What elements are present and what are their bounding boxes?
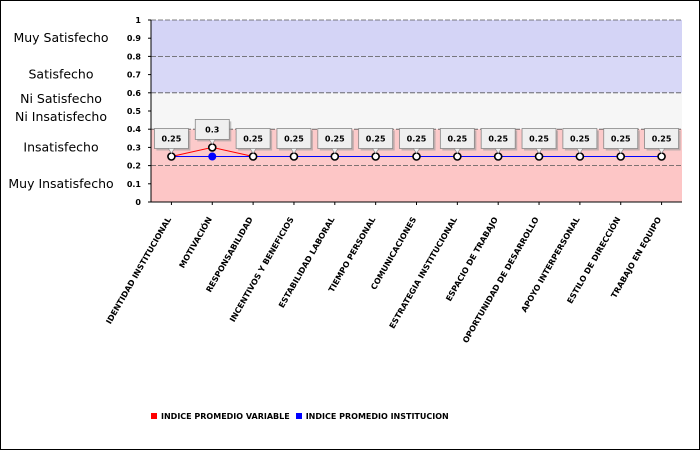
- data-label-12: 0.25: [652, 135, 672, 144]
- data-label-2: 0.25: [243, 135, 263, 144]
- data-label-pointer-8: [494, 148, 502, 155]
- data-label-pointer-10: [576, 148, 584, 155]
- x-tick-label-9: OPORTUNIDAD DE DESARROLLO: [461, 215, 541, 344]
- data-label-5: 0.25: [366, 135, 386, 144]
- band-label-3: Insatisfecho: [23, 139, 98, 154]
- y-tick-label-7: 0.7: [127, 71, 141, 80]
- data-label-10: 0.25: [570, 135, 590, 144]
- y-tick-label-6: 0.6: [127, 89, 142, 98]
- x-tick-label-7: ESTRATEGIA INSTITUCIONAL: [388, 216, 459, 331]
- legend-swatch-institucion: [295, 413, 302, 419]
- data-label-pointer-9: [535, 148, 543, 155]
- band-1: [151, 56, 682, 93]
- data-label-0: 0.25: [162, 135, 182, 144]
- y-tick-label-0: 0: [135, 198, 141, 207]
- data-label-pointer-4: [331, 148, 339, 155]
- band-label-1: Satisfecho: [28, 67, 93, 82]
- band-label-2-b: Ni Insatisfecho: [15, 109, 107, 124]
- x-tick-label-2: RESPONSABILIDAD: [204, 215, 255, 294]
- data-label-pointer-0: [167, 148, 175, 155]
- legend-item-variable: INDICE PROMEDIO VARIABLE: [151, 412, 290, 421]
- y-tick-label-2: 0.2: [127, 162, 141, 171]
- data-label-pointer-11: [617, 148, 625, 155]
- band-2: [151, 92, 682, 130]
- y-tick-label-8: 0.8: [127, 52, 142, 61]
- x-tick-label-6: COMUNICACIONES: [369, 215, 418, 291]
- data-label-9: 0.25: [529, 135, 549, 144]
- data-label-3: 0.25: [284, 135, 304, 144]
- data-label-6: 0.25: [407, 135, 427, 144]
- band-0: [151, 20, 682, 57]
- legend-label-institucion: INDICE PROMEDIO INSTITUCION: [305, 411, 449, 421]
- data-label-pointer-12: [658, 148, 666, 155]
- legend-item-institucion: INDICE PROMEDIO INSTITUCION: [295, 411, 449, 421]
- y-tick-label-9: 0.9: [127, 34, 142, 43]
- institucion-point-1: [208, 152, 217, 161]
- data-label-pointer-2: [249, 148, 257, 155]
- data-label-8: 0.25: [488, 135, 508, 144]
- legend-label-variable: INDICE PROMEDIO VARIABLE: [161, 411, 290, 421]
- y-tick-label-5: 0.5: [127, 107, 142, 116]
- data-label-pointer-5: [372, 148, 380, 155]
- data-label-11: 0.25: [611, 135, 631, 144]
- data-label-pointer-6: [412, 148, 421, 155]
- band-label-4: Muy Insatisfecho: [8, 176, 113, 191]
- x-tick-label-0: IDENTIDAD INSTITUCIONAL: [104, 216, 173, 326]
- y-tick-label-3: 0.3: [127, 143, 141, 152]
- x-tick-label-5: TIEMPO PERSONAL: [327, 216, 377, 294]
- band-label-2-a: Ni Satisfecho: [20, 91, 102, 106]
- band-4: [151, 165, 682, 202]
- data-label-7: 0.25: [447, 135, 467, 144]
- band-label-0: Muy Satisfecho: [13, 30, 108, 45]
- data-label-1: 0.3: [205, 125, 219, 134]
- x-tick-label-1: MOTIVACIÓN: [176, 215, 214, 270]
- legend: INDICE PROMEDIO VARIABLE INDICE PROMEDIO…: [151, 410, 455, 422]
- data-label-pointer-1: [208, 139, 216, 145]
- legend-swatch-variable: [151, 413, 157, 419]
- data-label-pointer-3: [290, 148, 298, 155]
- y-tick-label-4: 0.4: [127, 125, 142, 134]
- y-tick-label-10: 1: [135, 16, 141, 25]
- y-tick-label-1: 0.1: [127, 180, 142, 189]
- data-label-pointer-7: [453, 148, 461, 155]
- data-label-4: 0.25: [325, 135, 345, 144]
